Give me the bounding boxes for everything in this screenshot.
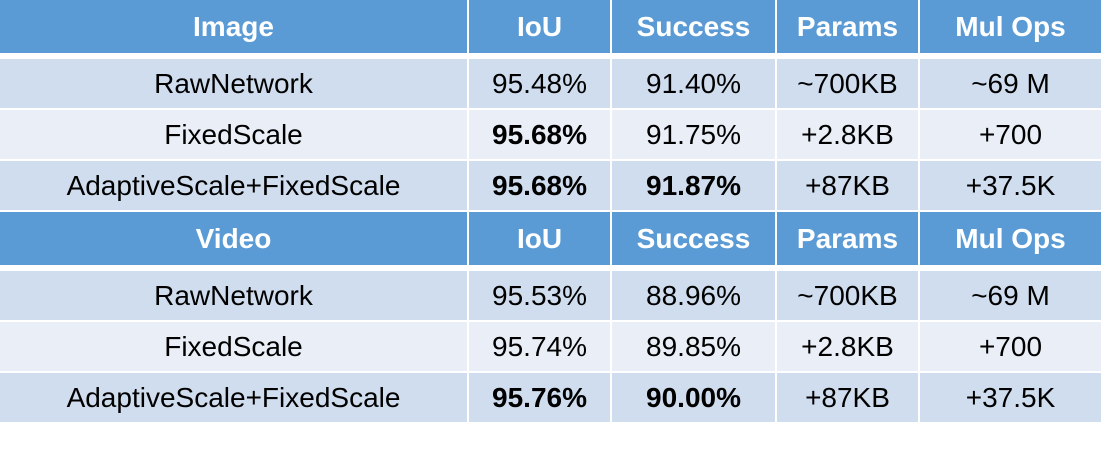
params-value: ~700KB [777, 271, 920, 322]
header-iou: IoU [469, 212, 612, 271]
params-value: ~700KB [777, 59, 920, 110]
mul-ops-value: +700 [920, 110, 1101, 161]
mul-ops-value: +700 [920, 322, 1101, 373]
method-name: FixedScale [0, 110, 469, 161]
iou-value: 95.53% [469, 271, 612, 322]
mul-ops-value: +37.5K [920, 161, 1101, 212]
results-table: Image IoU Success Params Mul Ops RawNetw… [0, 0, 1101, 424]
header-params: Params [777, 0, 920, 59]
params-value: +2.8KB [777, 322, 920, 373]
table-row: FixedScale 95.68% 91.75% +2.8KB +700 [0, 110, 1101, 161]
method-name: RawNetwork [0, 59, 469, 110]
mul-ops-value: ~69 M [920, 59, 1101, 110]
iou-value: 95.68% [469, 110, 612, 161]
table-row: AdaptiveScale+FixedScale 95.76% 90.00% +… [0, 373, 1101, 424]
header-params: Params [777, 212, 920, 271]
params-value: +87KB [777, 373, 920, 424]
video-header-row: Video IoU Success Params Mul Ops [0, 212, 1101, 271]
header-mul-ops: Mul Ops [920, 212, 1101, 271]
method-name: AdaptiveScale+FixedScale [0, 373, 469, 424]
iou-value: 95.48% [469, 59, 612, 110]
header-mul-ops: Mul Ops [920, 0, 1101, 59]
table-row: FixedScale 95.74% 89.85% +2.8KB +700 [0, 322, 1101, 373]
header-section-label: Video [0, 212, 469, 271]
params-value: +87KB [777, 161, 920, 212]
mul-ops-value: ~69 M [920, 271, 1101, 322]
method-name: AdaptiveScale+FixedScale [0, 161, 469, 212]
mul-ops-value: +37.5K [920, 373, 1101, 424]
success-value: 89.85% [612, 322, 777, 373]
table-row: AdaptiveScale+FixedScale 95.68% 91.87% +… [0, 161, 1101, 212]
header-iou: IoU [469, 0, 612, 59]
table-row: RawNetwork 95.53% 88.96% ~700KB ~69 M [0, 271, 1101, 322]
method-name: FixedScale [0, 322, 469, 373]
header-section-label: Image [0, 0, 469, 59]
image-header-row: Image IoU Success Params Mul Ops [0, 0, 1101, 59]
iou-value: 95.74% [469, 322, 612, 373]
success-value: 91.75% [612, 110, 777, 161]
success-value: 91.40% [612, 59, 777, 110]
iou-value: 95.68% [469, 161, 612, 212]
params-value: +2.8KB [777, 110, 920, 161]
header-success: Success [612, 0, 777, 59]
results-table-body: Image IoU Success Params Mul Ops RawNetw… [0, 0, 1101, 424]
success-value: 88.96% [612, 271, 777, 322]
success-value: 91.87% [612, 161, 777, 212]
success-value: 90.00% [612, 373, 777, 424]
header-success: Success [612, 212, 777, 271]
iou-value: 95.76% [469, 373, 612, 424]
table-row: RawNetwork 95.48% 91.40% ~700KB ~69 M [0, 59, 1101, 110]
method-name: RawNetwork [0, 271, 469, 322]
